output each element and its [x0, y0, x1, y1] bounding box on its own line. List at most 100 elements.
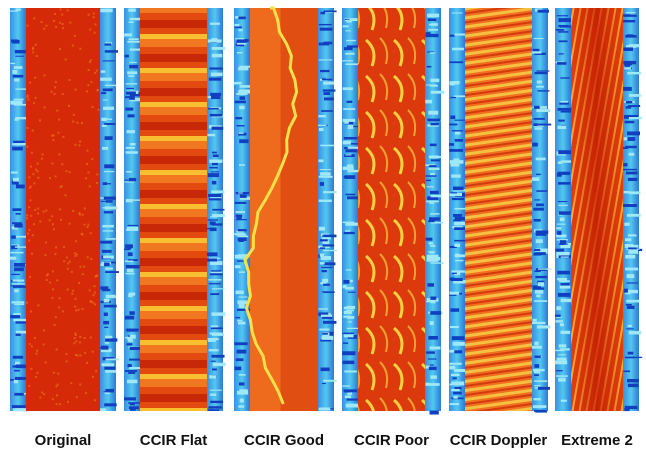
edge-streak: [237, 308, 251, 311]
noise-dot: [87, 13, 90, 16]
edge-streak: [15, 8, 21, 11]
noise-dot: [74, 254, 77, 257]
noise-dot: [30, 214, 33, 217]
edge-streak: [430, 173, 435, 176]
noise-dot: [84, 351, 87, 354]
edge-streak: [535, 275, 548, 279]
noise-dot: [27, 232, 30, 235]
edge-streak: [318, 175, 333, 178]
edge-streak: [623, 288, 628, 293]
edge-streak: [235, 316, 240, 319]
edge-streak: [236, 216, 242, 219]
edge-streak: [537, 282, 545, 287]
noise-dot: [71, 44, 74, 47]
edge-streak: [14, 143, 26, 146]
noise-dot: [75, 340, 78, 343]
noise-dot: [93, 291, 96, 294]
edge-streak: [211, 214, 225, 218]
noise-dot: [63, 260, 66, 263]
edge-streak: [427, 18, 437, 22]
noise-dot: [52, 288, 55, 291]
edge-streak: [237, 260, 246, 262]
panel-edge: [318, 8, 334, 411]
edge-streak: [207, 258, 217, 262]
edge-streak: [14, 246, 27, 248]
edge-streak: [320, 144, 335, 147]
edge-streak: [347, 291, 356, 293]
edge-streak: [129, 17, 143, 21]
edge-streak: [533, 37, 544, 40]
edge-streak: [345, 403, 360, 408]
edge-streak: [320, 256, 332, 260]
noise-dot: [74, 88, 77, 91]
edge-streak: [427, 51, 435, 53]
noise-dot: [43, 27, 46, 30]
edge-streak: [627, 289, 638, 294]
edge-streak: [342, 284, 347, 289]
edge-streak: [449, 160, 464, 164]
edge-streak: [347, 321, 353, 323]
edge-streak: [430, 311, 442, 315]
noise-dot: [79, 354, 82, 357]
edge-streak: [323, 320, 337, 324]
edge-streak: [428, 220, 435, 223]
edge-streak: [211, 151, 217, 154]
noise-dot: [69, 21, 72, 24]
edge-streak: [425, 175, 437, 177]
edge-streak: [239, 65, 251, 68]
edge-streak: [628, 117, 642, 120]
edge-streak: [451, 130, 464, 132]
edge-streak: [103, 171, 115, 173]
edge-streak: [210, 360, 216, 362]
edge-streak: [239, 105, 245, 110]
edge-streak: [343, 231, 355, 235]
edge-streak: [12, 146, 23, 151]
noise-dot: [26, 301, 29, 304]
edge-streak: [454, 254, 466, 258]
edge-streak: [235, 117, 243, 120]
edge-streak: [238, 271, 246, 273]
edge-streak: [430, 78, 440, 83]
edge-streak: [627, 177, 638, 182]
edge-streak: [103, 320, 110, 325]
edge-streak: [344, 19, 352, 22]
edge-streak: [127, 338, 133, 342]
edge-streak: [428, 242, 434, 245]
edge-streak: [557, 107, 572, 111]
edge-streak: [12, 69, 18, 74]
edge-streak: [238, 16, 246, 20]
edge-streak: [623, 137, 630, 141]
edge-streak: [559, 102, 569, 105]
edge-streak: [430, 90, 445, 94]
noise-dot: [43, 106, 46, 109]
edge-streak: [624, 114, 639, 119]
noise-dot: [45, 24, 48, 27]
edge-streak: [346, 309, 354, 312]
edge-streak: [12, 355, 24, 359]
edge-streak: [10, 285, 24, 287]
spectrogram-panel: [124, 8, 226, 411]
edge-streak: [238, 304, 245, 309]
edge-streak: [555, 320, 564, 323]
edge-streak: [234, 233, 246, 235]
edge-streak: [321, 237, 331, 240]
edge-streak: [558, 31, 569, 33]
edge-streak: [129, 95, 135, 100]
edge-streak: [343, 108, 356, 110]
edge-streak: [558, 204, 568, 206]
noise-dot: [68, 79, 71, 82]
edge-streak: [454, 131, 461, 135]
edge-streak: [347, 315, 355, 319]
noise-dot: [54, 86, 57, 89]
edge-streak: [427, 283, 435, 287]
edge-streak: [104, 206, 118, 210]
edge-streak: [557, 270, 570, 275]
edge-streak: [11, 222, 23, 224]
noise-dot: [43, 393, 46, 396]
noise-dot: [30, 367, 33, 370]
edge-streak: [100, 286, 109, 290]
noise-dot: [36, 371, 39, 374]
edge-streak: [425, 382, 430, 386]
edge-streak: [15, 88, 26, 90]
edge-streak: [238, 374, 246, 376]
